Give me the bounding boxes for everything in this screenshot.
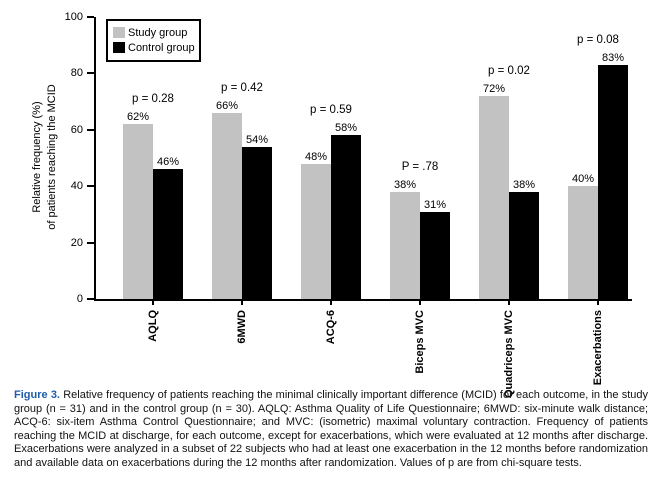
legend-label-study-group: Study group bbox=[128, 26, 188, 39]
value-label-control-group-exacerbations: 83% bbox=[601, 51, 625, 64]
y-tick-label-0: 0 bbox=[76, 293, 83, 305]
bar-chart: Relative frequency (%) of patients reach… bbox=[31, 11, 632, 398]
p-value-exacerbations: p = 0.08 bbox=[577, 33, 619, 46]
bar-control-group-biceps-mvc bbox=[420, 211, 450, 299]
bar-study-group-exacerbations bbox=[568, 186, 598, 299]
legend-item-control-group: Control group bbox=[113, 40, 199, 55]
value-label-control-group-acq-6: 58% bbox=[334, 122, 358, 135]
p-value-6mwd: p = 0.42 bbox=[221, 81, 263, 94]
y-axis-line bbox=[94, 17, 96, 301]
legend-item-study-group: Study group bbox=[113, 25, 199, 40]
caption-text: Relative frequency of patients reaching … bbox=[14, 389, 649, 469]
p-value-biceps-mvc: P = .78 bbox=[401, 160, 439, 173]
bar-study-group-6mwd bbox=[212, 112, 242, 299]
y-tick-label-80: 80 bbox=[70, 67, 83, 80]
bar-study-group-biceps-mvc bbox=[390, 191, 420, 299]
value-label-study-group-6mwd: 66% bbox=[215, 99, 239, 112]
x-tick-exacerbations bbox=[597, 299, 599, 305]
y-tick-label-40: 40 bbox=[70, 180, 83, 193]
x-tick-biceps-mvc bbox=[419, 299, 421, 305]
y-tick-label-100: 100 bbox=[64, 11, 83, 23]
p-value-acq-6: p = 0.59 bbox=[310, 104, 352, 117]
bar-study-group-quadriceps-mvc bbox=[479, 95, 509, 299]
bar-control-group-exacerbations bbox=[598, 64, 628, 299]
value-label-study-group-aqlq: 62% bbox=[126, 111, 150, 124]
y-tick-label-20: 20 bbox=[70, 236, 83, 249]
value-label-control-group-aqlq: 46% bbox=[156, 156, 180, 169]
bar-control-group-acq-6 bbox=[331, 135, 361, 299]
p-value-aqlq: p = 0.28 bbox=[132, 93, 174, 106]
bar-study-group-acq-6 bbox=[301, 163, 331, 299]
bar-control-group-6mwd bbox=[242, 146, 272, 299]
figure-caption: Figure 3. Relative frequency of patients… bbox=[14, 389, 648, 471]
legend: Study group Control group bbox=[106, 19, 201, 62]
bar-study-group-aqlq bbox=[123, 124, 153, 299]
y-tick-60 bbox=[87, 128, 94, 131]
x-tick-aqlq bbox=[152, 299, 154, 305]
y-tick-20 bbox=[87, 241, 94, 244]
value-label-study-group-biceps-mvc: 38% bbox=[393, 178, 417, 191]
y-tick-100 bbox=[87, 16, 94, 18]
value-label-control-group-quadriceps-mvc: 38% bbox=[512, 178, 536, 191]
y-tick-80 bbox=[87, 72, 94, 75]
y-axis-title-line1: Relative frequency (%) bbox=[31, 101, 43, 213]
p-value-quadriceps-mvc: p = 0.02 bbox=[488, 64, 530, 77]
x-axis-line bbox=[94, 299, 632, 301]
control-group-swatch bbox=[113, 42, 125, 53]
value-label-control-group-6mwd: 54% bbox=[245, 133, 269, 146]
x-tick-acq-6 bbox=[330, 299, 332, 305]
value-label-study-group-acq-6: 48% bbox=[304, 150, 328, 163]
y-tick-label-60: 60 bbox=[70, 123, 83, 136]
study-group-swatch bbox=[113, 27, 125, 38]
x-tick-quadriceps-mvc bbox=[508, 299, 510, 305]
legend-label-control-group: Control group bbox=[128, 41, 195, 54]
bar-control-group-aqlq bbox=[153, 169, 183, 299]
x-tick-6mwd bbox=[241, 299, 243, 305]
bar-control-group-quadriceps-mvc bbox=[509, 191, 539, 299]
value-label-study-group-quadriceps-mvc: 72% bbox=[482, 82, 506, 95]
value-label-study-group-exacerbations: 40% bbox=[571, 173, 595, 186]
figure-label: Figure 3. bbox=[14, 389, 60, 401]
y-tick-40 bbox=[87, 185, 94, 188]
y-tick-0 bbox=[87, 298, 94, 300]
value-label-control-group-biceps-mvc: 31% bbox=[423, 198, 447, 211]
